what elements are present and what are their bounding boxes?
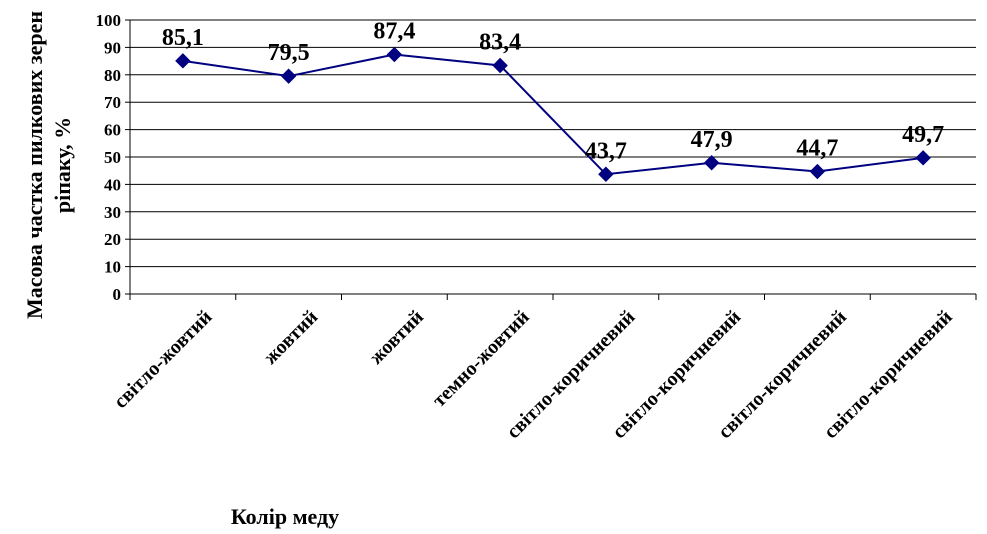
data-label: 44,7 bbox=[796, 136, 838, 162]
y-axis-label-line-2: ріпаку, % bbox=[50, 117, 75, 213]
series-line bbox=[182, 53, 924, 176]
y-tick-label: 30 bbox=[104, 203, 121, 222]
data-point-marker bbox=[598, 166, 614, 182]
y-axis-label: Масова частка пилкових зерен ріпаку, % bbox=[22, 11, 75, 319]
x-tick-label: жовтий bbox=[365, 306, 428, 369]
x-tick-labels: світло-жовтий жовтий жовтий темно-жовтийсві… bbox=[110, 306, 957, 443]
y-tick-label: 60 bbox=[104, 121, 121, 140]
data-label: 85,1 bbox=[162, 25, 204, 51]
data-label: 49,7 bbox=[902, 122, 944, 148]
data-point-marker bbox=[280, 68, 297, 84]
x-tick-label: жовтий bbox=[259, 306, 322, 369]
data-point-marker bbox=[915, 150, 931, 166]
data-point-marker bbox=[492, 57, 508, 74]
y-tick-label: 10 bbox=[104, 258, 121, 277]
x-tick-label: світло-жовтий bbox=[110, 306, 217, 413]
data-label: 47,9 bbox=[691, 127, 733, 153]
data-label: 87,4 bbox=[373, 19, 415, 45]
y-tick-label: 80 bbox=[104, 66, 121, 85]
y-tick-label: 50 bbox=[104, 148, 121, 167]
data-labels: 85,1 79,5 87,4 83,4 43,7 47,9 44,7 49,7 bbox=[162, 19, 944, 165]
data-label: 79,5 bbox=[268, 40, 310, 66]
y-tick-label: 90 bbox=[104, 38, 121, 57]
data-point-marker bbox=[809, 163, 826, 180]
data-label: 43,7 bbox=[585, 138, 627, 164]
y-tick-label: 0 bbox=[113, 285, 122, 304]
y-tick-label: 70 bbox=[104, 93, 121, 112]
y-tick-label: 100 bbox=[96, 11, 122, 30]
y-axis-label-line-1: Масова частка пилкових зерен bbox=[22, 11, 47, 319]
data-label: 83,4 bbox=[479, 29, 521, 55]
data-point-marker bbox=[703, 155, 720, 171]
data-point-marker bbox=[175, 53, 191, 69]
data-point-marker bbox=[386, 46, 403, 63]
y-tick-label: 40 bbox=[104, 175, 121, 194]
series-group bbox=[175, 46, 931, 182]
y-tick-label: 20 bbox=[104, 230, 121, 249]
x-axis-label: Колір меду bbox=[231, 504, 339, 529]
gridlines bbox=[130, 19, 976, 268]
axes bbox=[125, 19, 977, 300]
y-tick-labels: 0 10 20 30 40 50 60 70 80 90 100 bbox=[96, 11, 122, 304]
x-tick-label: темно-жовтий bbox=[428, 306, 533, 411]
